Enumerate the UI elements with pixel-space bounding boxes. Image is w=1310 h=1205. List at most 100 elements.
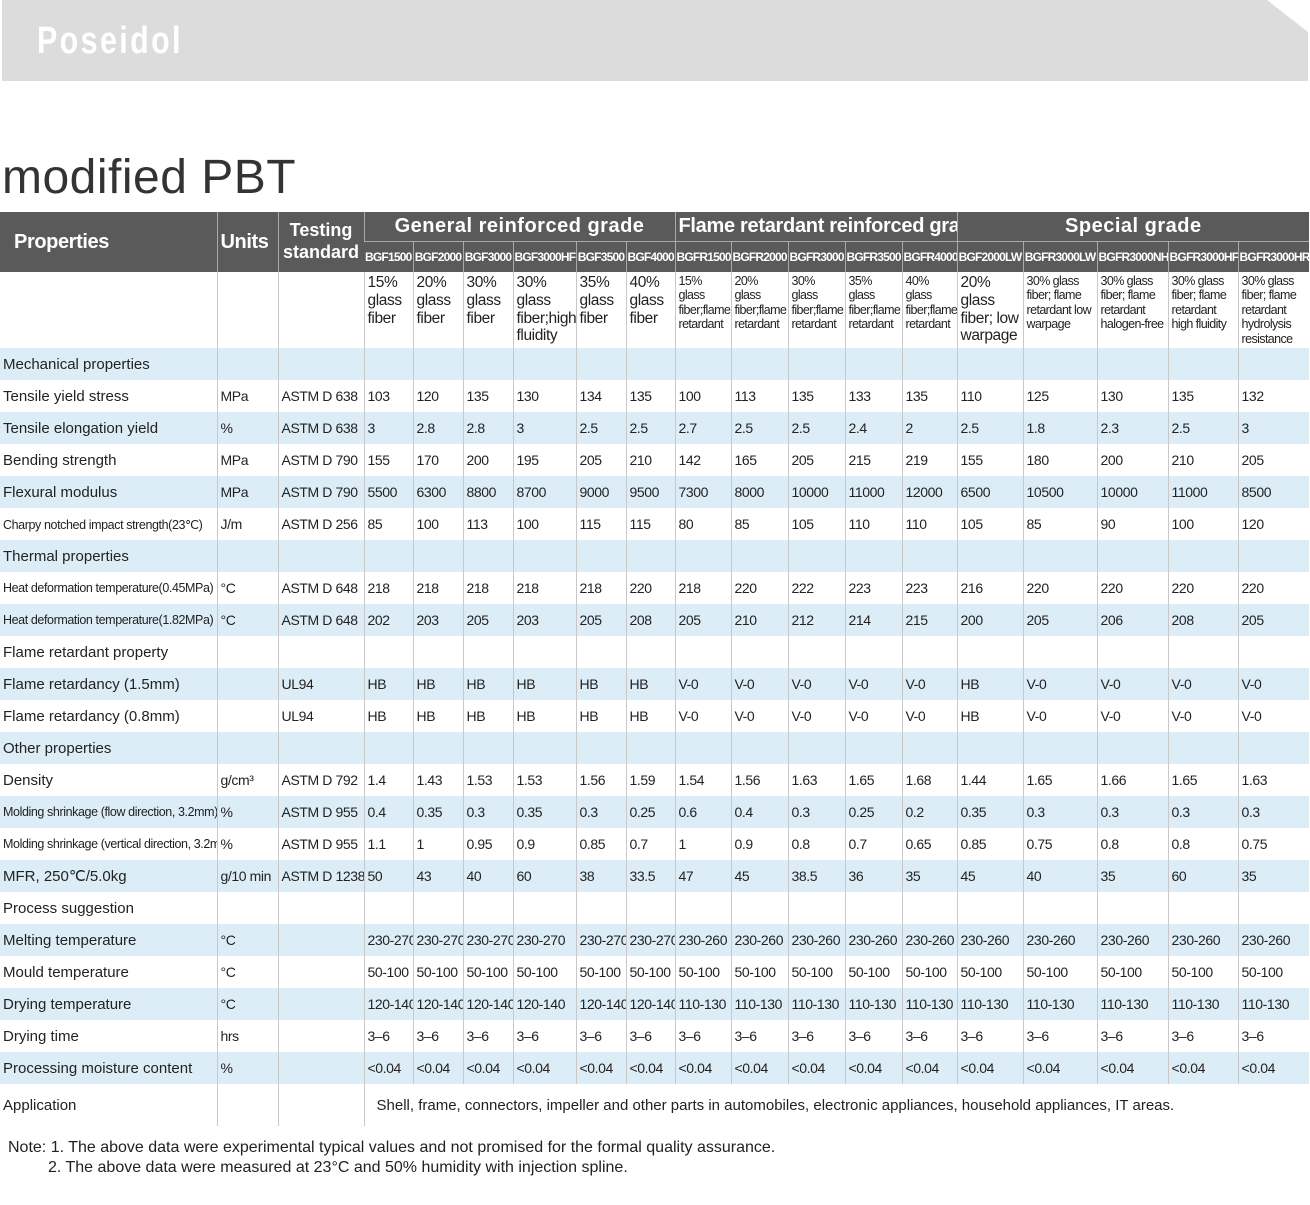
empty-cell: [462, 348, 513, 380]
value-cell: 9000: [575, 476, 626, 508]
value-cell: 155: [363, 444, 413, 476]
value-cell: 1.44: [956, 764, 1024, 796]
empty-cell: [674, 636, 731, 668]
value-cell: 11000: [1167, 476, 1239, 508]
value-cell: V-0: [901, 668, 958, 700]
value-cell: 50-100: [512, 956, 576, 988]
empty-cell: [1237, 892, 1310, 924]
grade-description: 40% glass fiber: [625, 272, 675, 348]
value-cell: 0.7: [625, 828, 675, 860]
section-title: Process suggestion: [3, 899, 134, 917]
header-properties: Properties: [0, 212, 217, 272]
application-text: Shell, frame, connectors, impeller and o…: [363, 1084, 1310, 1126]
value-cell: HB: [575, 668, 626, 700]
value-cell: V-0: [1237, 668, 1310, 700]
empty-cell: [1096, 732, 1169, 764]
value-cell: 0.9: [730, 828, 788, 860]
testing-standard: ASTM D 790: [277, 476, 364, 508]
value-cell: 210: [625, 444, 675, 476]
grade-code: BGF1500: [364, 241, 413, 272]
property-label: Tensile yield stress: [3, 387, 129, 405]
empty-cell: [277, 272, 364, 348]
property-label: Flexural modulus: [0, 476, 217, 508]
value-cell: 2.8: [412, 412, 463, 444]
empty-cell: [512, 732, 576, 764]
property-row: Tensile elongation yield% ASTM D 638 3 2.8 2…: [0, 412, 1310, 444]
empty-cell: [1167, 636, 1239, 668]
empty-cell: [575, 348, 626, 380]
value-cell: 215: [901, 604, 958, 636]
property-row: Bending strength MPa ASTM D 790 155 170 200 19…: [0, 444, 1310, 476]
value-cell: 205: [575, 444, 626, 476]
value-cell: 100: [512, 508, 576, 540]
value-cell: 2.5: [730, 412, 788, 444]
property-label: MFR, 250℃/5.0kg: [0, 860, 217, 892]
grade-description: 30% glass fiber; flame retardant high fl…: [1167, 272, 1239, 348]
value-cell: 3–6: [956, 1020, 1024, 1052]
value-cell: 230-260: [674, 924, 731, 956]
value-cell: 210: [1167, 444, 1239, 476]
empty-cell: [844, 892, 902, 924]
application-row: Application Shell, frame, connectors, imp…: [0, 1084, 1310, 1126]
value-cell: 3–6: [412, 1020, 463, 1052]
value-cell: 155: [956, 444, 1024, 476]
value-cell: HB: [575, 700, 626, 732]
value-cell: 0.25: [844, 796, 902, 828]
value-cell: HB: [625, 668, 675, 700]
empty-cell: [956, 732, 1024, 764]
value-cell: 3–6: [462, 1020, 513, 1052]
value-cell: 3–6: [575, 1020, 626, 1052]
unit: g/cm³: [216, 764, 278, 796]
grade-code: BGF2000: [412, 241, 463, 272]
grade-code: BGFR2000: [730, 241, 788, 272]
value-cell: 40: [1022, 860, 1098, 892]
empty-cell: [1237, 540, 1310, 572]
value-cell: 230-260: [901, 924, 958, 956]
value-cell: 218: [674, 572, 731, 604]
group-special: Special grade: [956, 212, 1310, 242]
section-title: Mechanical properties: [0, 348, 217, 380]
value-cell: 220: [625, 572, 675, 604]
empty-cell: [216, 540, 278, 572]
value-cell: 120-140: [363, 988, 413, 1020]
empty-cell: [730, 348, 788, 380]
value-cell: 110-130: [787, 988, 845, 1020]
empty-cell: [216, 732, 278, 764]
unit: MPa: [216, 476, 278, 508]
empty-cell: [462, 892, 513, 924]
value-cell: 2.4: [844, 412, 902, 444]
grade-code: BGFR4000: [901, 241, 958, 272]
empty-cell: [216, 636, 278, 668]
value-cell: 230-270: [512, 924, 576, 956]
value-cell: 120-140: [462, 988, 513, 1020]
value-cell: 120-140: [575, 988, 626, 1020]
value-cell: 3–6: [901, 1020, 958, 1052]
value-cell: 3–6: [674, 1020, 731, 1052]
value-cell: 135: [625, 380, 675, 412]
value-cell: 3–6: [1022, 1020, 1098, 1052]
empty-cell: [1237, 636, 1310, 668]
value-cell: 1.63: [1237, 764, 1310, 796]
value-cell: V-0: [901, 700, 958, 732]
value-cell: 216: [956, 572, 1024, 604]
note-2: 2. The above data were measured at 23°C …: [48, 1159, 628, 1176]
value-cell: <0.04: [625, 1052, 675, 1084]
value-cell: 195: [512, 444, 576, 476]
empty-cell: [844, 348, 902, 380]
value-cell: 80: [674, 508, 731, 540]
value-cell: 5500: [363, 476, 413, 508]
value-cell: 0.3: [1022, 796, 1098, 828]
property-row: Processing moisture content% <0.04 <0.04 <0…: [0, 1052, 1310, 1084]
empty-cell: [462, 636, 513, 668]
value-cell: 200: [956, 604, 1024, 636]
value-cell: <0.04: [956, 1052, 1024, 1084]
unit: MPa: [216, 444, 278, 476]
grade-description: 30% glass fiber;high fluidity: [512, 272, 576, 348]
value-cell: V-0: [730, 668, 788, 700]
value-cell: 8500: [1237, 476, 1310, 508]
value-cell: 35: [1096, 860, 1169, 892]
value-cell: 90: [1096, 508, 1169, 540]
value-cell: 0.4: [730, 796, 788, 828]
value-cell: 35: [1237, 860, 1310, 892]
empty-cell: [1096, 540, 1169, 572]
